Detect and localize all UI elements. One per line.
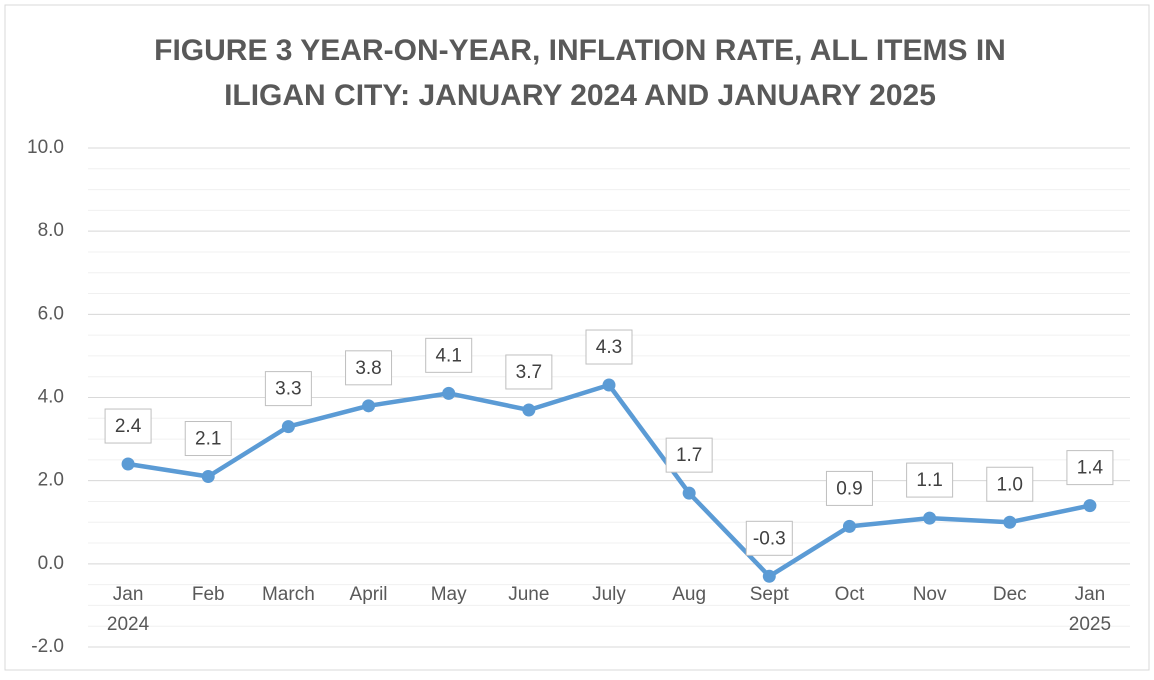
marker (602, 378, 616, 392)
data-label: 1.7 (676, 445, 702, 466)
data-label: 3.8 (355, 358, 381, 379)
data-label: 1.4 (1077, 458, 1104, 479)
x-tick-label: Jan 2024 (107, 584, 150, 635)
x-tick-label: June (508, 584, 549, 605)
data-label-box (345, 350, 393, 386)
marker (1083, 499, 1097, 513)
data-label-box (264, 371, 312, 407)
data-label-box (585, 329, 633, 365)
x-tick-label: Dec (993, 584, 1027, 605)
y-tick-label: 10.0 (27, 137, 64, 158)
x-tick-label: July (592, 584, 626, 605)
y-tick-label: -2.0 (31, 636, 64, 657)
data-label: 0.9 (836, 478, 862, 499)
data-label: 4.3 (596, 337, 622, 358)
data-label-box (665, 437, 713, 473)
chart-border (4, 4, 1150, 671)
y-tick-label: 4.0 (38, 387, 64, 408)
marker (201, 470, 215, 484)
marker (842, 519, 856, 533)
data-label-box (745, 520, 793, 556)
data-label: 3.7 (516, 362, 542, 383)
data-label-box (184, 421, 232, 457)
x-tick-label: Feb (192, 584, 225, 605)
data-label-box (1066, 450, 1114, 486)
data-label-box (505, 354, 553, 390)
x-tick-label: Jan 2025 (1069, 584, 1111, 635)
chart-title: FIGURE 3 YEAR-ON-YEAR, INFLATION RATE, A… (154, 34, 1006, 67)
marker (121, 457, 135, 471)
y-tick-label: 8.0 (38, 220, 64, 241)
y-tick-label: 2.0 (38, 470, 64, 491)
x-tick-label: March (262, 584, 315, 605)
y-tick-label: 0.0 (38, 553, 64, 574)
data-label: 2.4 (115, 416, 142, 437)
y-tick-label: 6.0 (38, 303, 64, 324)
x-tick-label: Sept (750, 584, 790, 605)
x-tick-label: Nov (913, 584, 947, 605)
data-label: 1.0 (997, 474, 1023, 495)
x-tick-label: May (431, 584, 467, 605)
marker (923, 511, 937, 525)
x-tick-label: Oct (835, 584, 865, 605)
x-tick-label: April (350, 584, 388, 605)
marker (762, 569, 776, 583)
data-label-box (104, 408, 152, 444)
marker (1003, 515, 1017, 529)
data-label-box (825, 470, 873, 506)
data-label: 4.1 (435, 345, 461, 366)
data-label: -0.3 (753, 528, 786, 549)
marker (362, 399, 376, 413)
data-label: 3.3 (275, 379, 301, 400)
chart-title: ILIGAN CITY: JANUARY 2024 AND JANUARY 20… (224, 79, 936, 112)
marker (522, 403, 536, 417)
data-label: 1.1 (916, 470, 942, 491)
data-label-box (986, 466, 1034, 502)
data-label-box (425, 337, 473, 373)
marker (281, 420, 295, 434)
x-tick-label: Aug (672, 584, 706, 605)
data-label-box (906, 462, 954, 498)
data-label: 2.1 (195, 429, 221, 450)
marker (442, 386, 456, 400)
marker (682, 486, 696, 500)
